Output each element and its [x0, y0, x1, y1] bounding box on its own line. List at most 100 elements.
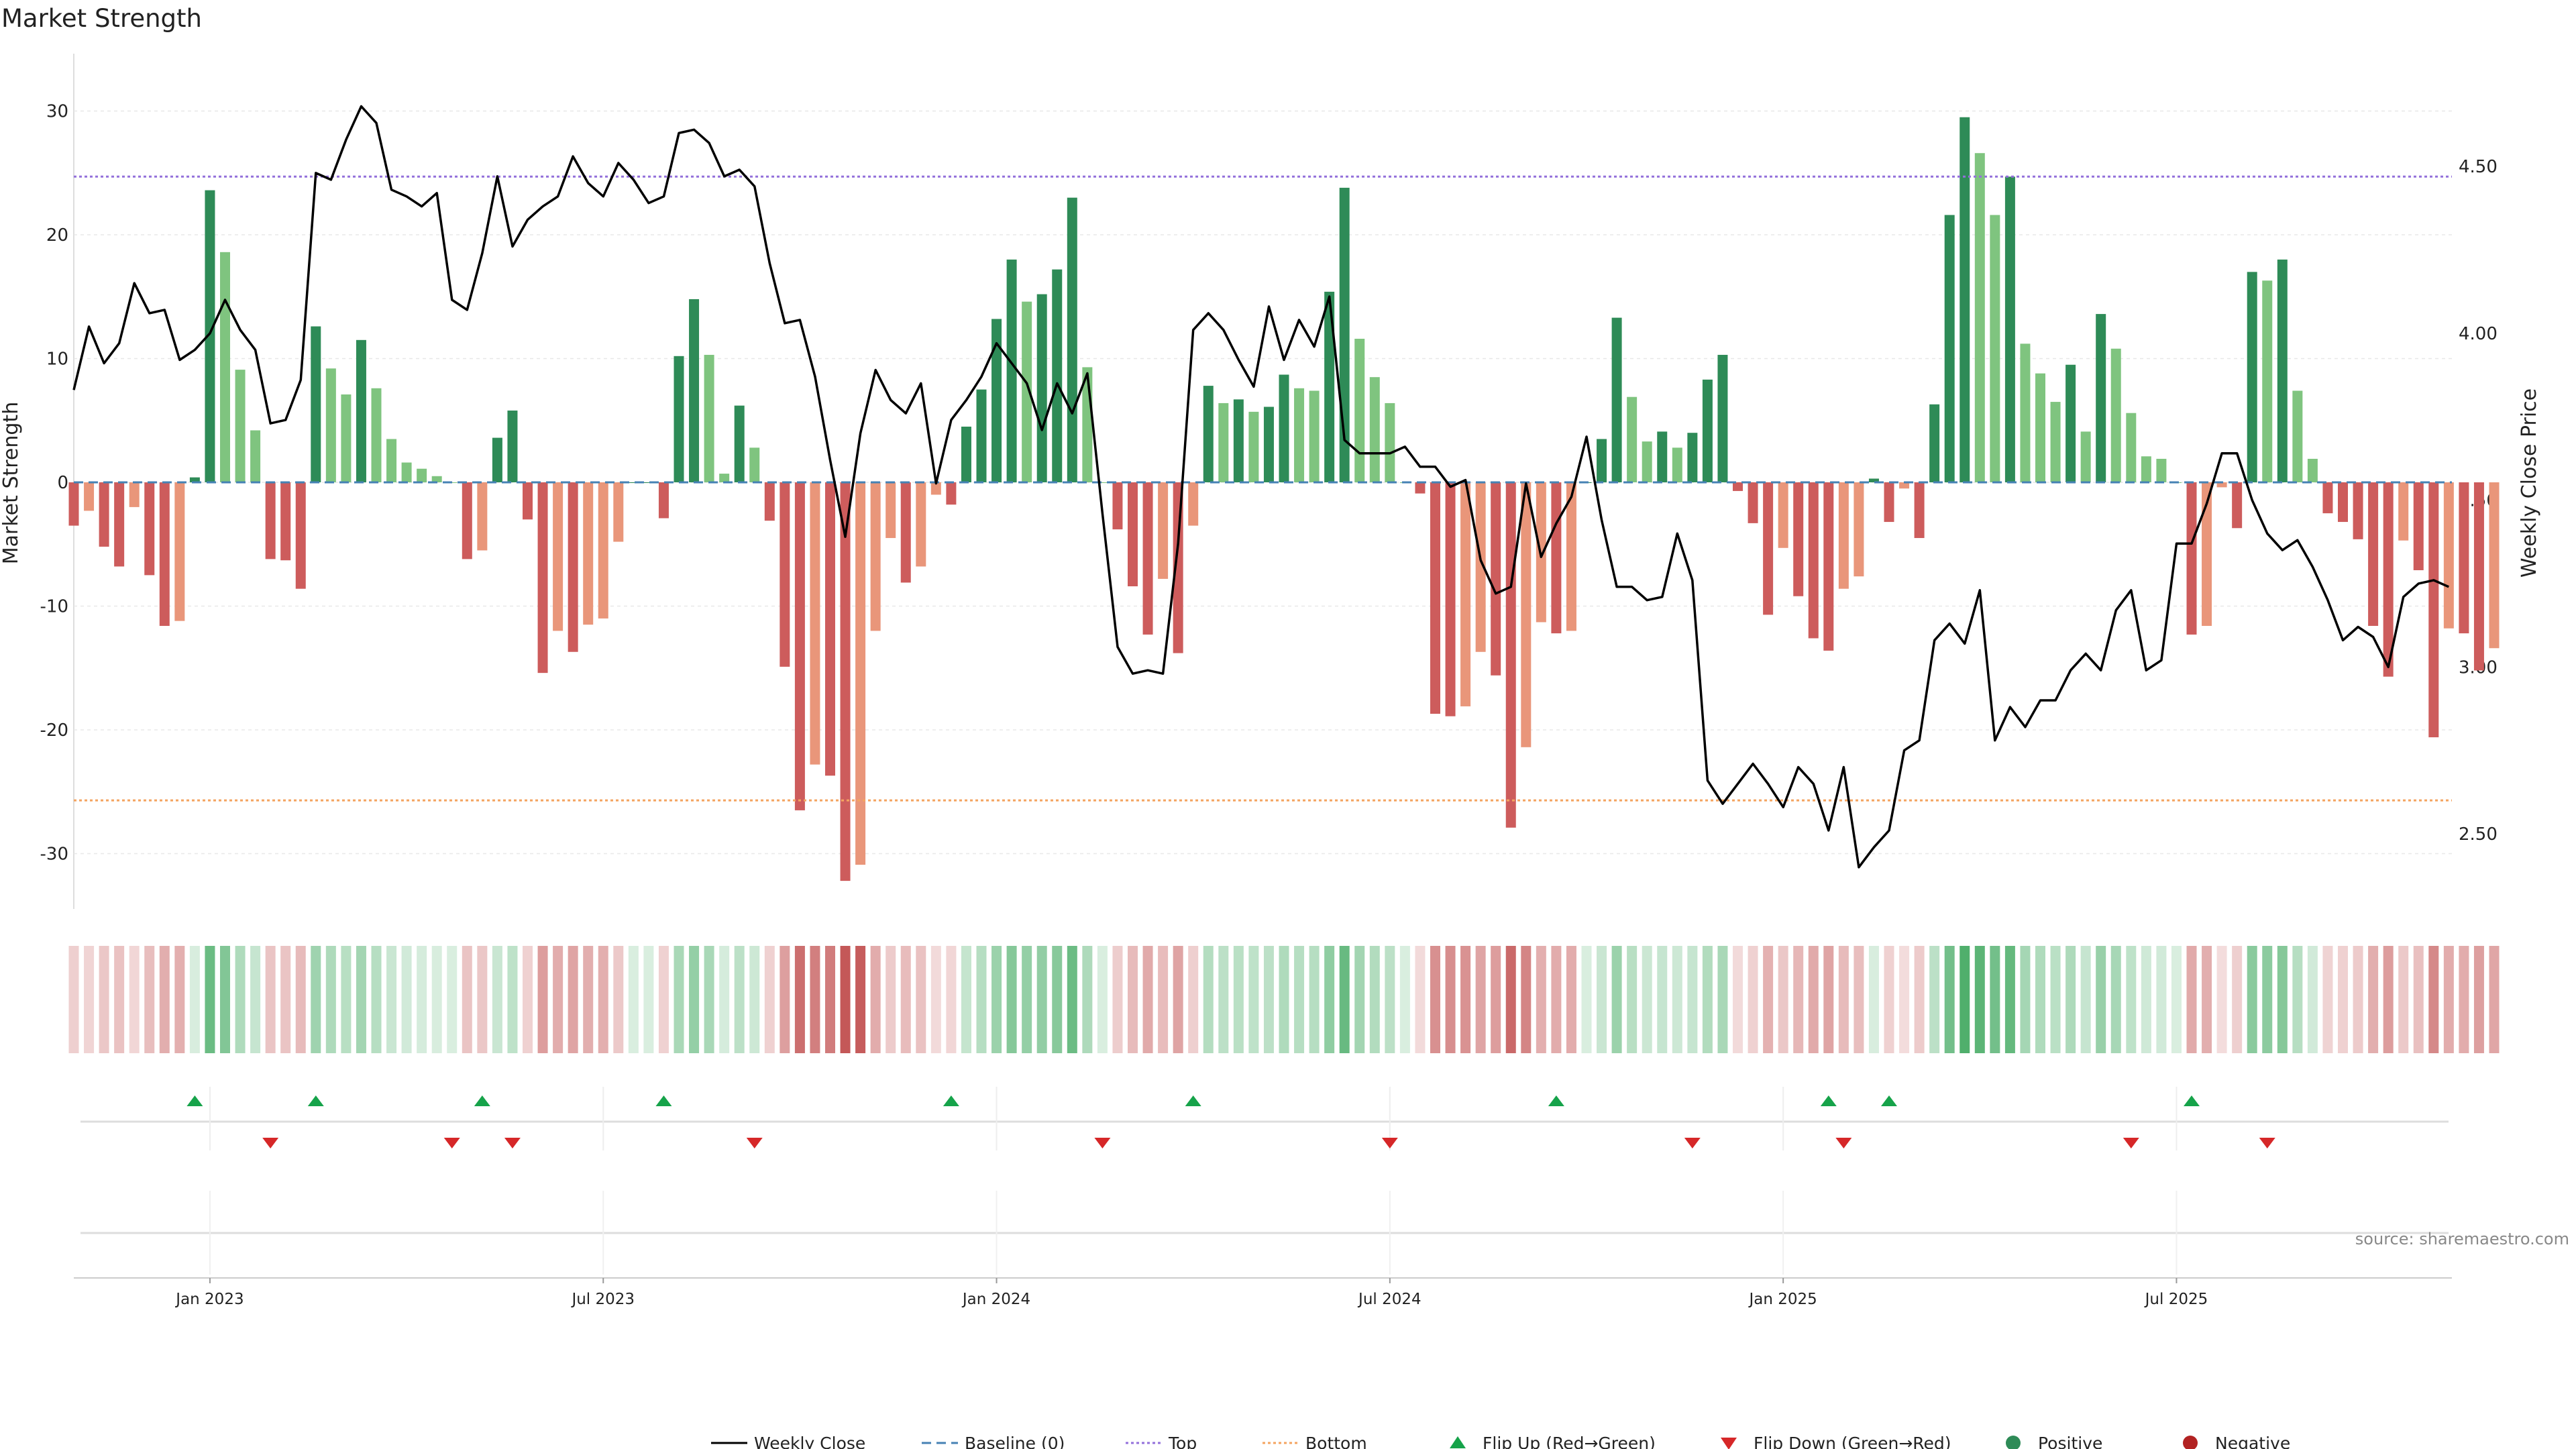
y-axis-label: Market Strength	[0, 402, 23, 564]
chart-title: Market Strength	[1, 4, 202, 33]
heat-cell	[810, 946, 820, 1053]
heat-cell	[1279, 946, 1289, 1053]
heat-cell	[1112, 946, 1123, 1053]
strength-bar	[1475, 482, 1486, 652]
heat-cell	[1294, 946, 1305, 1053]
strength-bar	[2398, 482, 2409, 541]
strength-bar	[1218, 402, 1229, 482]
strength-bar	[1854, 482, 1864, 577]
strength-bar	[1188, 482, 1199, 526]
legend-swatch	[1721, 1438, 1737, 1449]
strength-bar	[1354, 338, 1365, 482]
heat-cell	[1914, 946, 1925, 1053]
strength-bar	[265, 482, 276, 559]
heat-cell	[1173, 946, 1183, 1053]
heat-cell	[189, 946, 200, 1053]
heat-cell	[1067, 946, 1077, 1053]
heat-cell	[2141, 946, 2151, 1053]
strength-bar	[189, 477, 200, 482]
legend-label: Bottom	[1305, 1434, 1367, 1449]
heat-cell	[311, 946, 321, 1053]
strength-bar	[1868, 478, 1879, 482]
strength-bar	[311, 326, 321, 482]
heat-cell	[1597, 946, 1607, 1053]
strength-bar	[2232, 482, 2243, 529]
strength-bar	[537, 482, 548, 674]
heat-cell	[1128, 946, 1138, 1053]
y-tick-label: -20	[40, 720, 68, 741]
y2-axis-label: Weekly Close Price	[2518, 388, 2541, 578]
strength-bar	[2489, 482, 2500, 649]
flip-up-marker	[1185, 1095, 1201, 1106]
heat-cell	[976, 946, 987, 1053]
strength-bar	[1203, 386, 1214, 482]
strength-bar	[1884, 482, 1894, 523]
heat-cell	[885, 946, 896, 1053]
flip-up-marker	[2184, 1095, 2200, 1106]
date-tick-label: Jul 2025	[2144, 1291, 2208, 1308]
strength-bar	[462, 482, 472, 559]
strength-bar	[1566, 482, 1576, 631]
strength-bar	[250, 430, 261, 482]
strength-bar	[1022, 301, 1032, 482]
strength-bar	[174, 482, 185, 621]
heat-cell	[1036, 946, 1047, 1053]
flip-up-marker	[1548, 1095, 1564, 1106]
flip-down-marker	[2259, 1138, 2275, 1148]
strength-bar	[794, 482, 805, 810]
heat-cell	[1702, 946, 1713, 1053]
strength-bar	[916, 482, 926, 567]
strength-bar	[1036, 294, 1047, 482]
heat-cell	[840, 946, 851, 1053]
legend-item: Positive	[2006, 1434, 2102, 1449]
strength-bar	[598, 482, 608, 619]
strength-bar	[1385, 402, 1395, 482]
heat-cell	[2216, 946, 2227, 1053]
strength-bar	[2065, 364, 2076, 482]
strength-bar	[1445, 482, 1456, 716]
heat-cell	[99, 946, 109, 1053]
legend-item: Top	[1126, 1434, 1197, 1449]
strength-bar	[2004, 176, 2015, 482]
heat-cell	[1006, 946, 1017, 1053]
strength-bar	[1128, 482, 1138, 586]
y-tick-label: 20	[46, 225, 68, 246]
strength-bar	[749, 447, 760, 482]
strength-bar	[2020, 343, 2031, 482]
heat-cell	[386, 946, 397, 1053]
weekly-close-line	[72, 105, 2450, 869]
heat-cell	[205, 946, 215, 1053]
strength-bar	[1505, 482, 1516, 828]
strength-bar	[1551, 482, 1562, 634]
flip-up-marker	[307, 1095, 324, 1106]
heat-cell	[643, 946, 654, 1053]
heat-cell	[68, 946, 79, 1053]
heat-cell	[1491, 946, 1501, 1053]
strength-bar	[568, 482, 578, 652]
strength-bar	[2247, 272, 2257, 482]
heat-cell	[1884, 946, 1894, 1053]
heat-cell	[2247, 946, 2257, 1053]
heat-cell	[1097, 946, 1108, 1053]
strength-bar	[159, 482, 170, 627]
heat-cell	[2443, 946, 2454, 1053]
strength-bar	[1067, 197, 1077, 482]
strength-bar	[2202, 482, 2212, 627]
heat-cell	[2473, 946, 2484, 1053]
strength-bar	[810, 482, 820, 765]
main-plot-area	[68, 105, 2500, 881]
heat-cell	[2080, 946, 2091, 1053]
flip-down-marker	[504, 1138, 521, 1148]
heat-cell	[2065, 946, 2076, 1053]
strength-bar	[1430, 482, 1440, 714]
y-tick-label: -10	[40, 597, 68, 617]
heat-cell	[1505, 946, 1516, 1053]
strength-bar	[780, 482, 790, 667]
strength-bar	[1597, 439, 1607, 482]
strength-bar	[2262, 280, 2273, 482]
strength-bar	[84, 482, 95, 511]
date-tick-label: Jan 2025	[1748, 1291, 1817, 1308]
heat-cell	[1233, 946, 1244, 1053]
heat-cell	[1415, 946, 1426, 1053]
strength-bar	[583, 482, 594, 625]
